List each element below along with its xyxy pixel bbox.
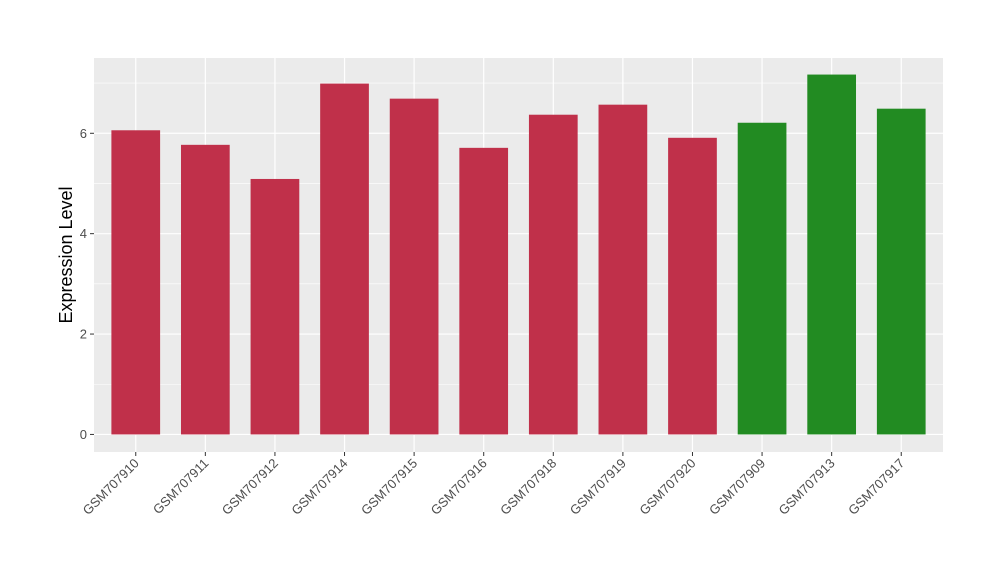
bar-GSM707911: [180, 144, 230, 435]
bar-GSM707918: [528, 114, 578, 435]
x-tick-label: GSM707912: [219, 456, 281, 518]
y-tick-label: 2: [80, 327, 87, 342]
y-tick-label: 6: [80, 126, 87, 141]
x-tick-label: GSM707919: [567, 456, 629, 518]
bar-GSM707910: [111, 130, 161, 435]
bar-GSM707917: [876, 108, 926, 435]
bar-GSM707913: [807, 74, 857, 435]
grid-minor: [94, 82, 943, 385]
x-axis: GSM707910 GSM707911 GSM707912 GSM707914 GSM7…: [80, 452, 907, 518]
bars: [111, 74, 926, 435]
bar-GSM707914: [320, 83, 369, 435]
y-axis: 0 2 4 6: [80, 126, 94, 442]
bar-GSM707909: [737, 122, 787, 435]
plot-panel: [94, 58, 943, 452]
x-tick-label: GSM707917: [845, 456, 907, 518]
y-tick-label: 0: [80, 427, 87, 442]
x-tick-label: GSM707916: [428, 456, 490, 518]
y-tick-label: 4: [80, 226, 87, 241]
bar-GSM707915: [389, 98, 439, 435]
x-tick-label: GSM707911: [150, 456, 212, 518]
x-tick-label: GSM707915: [358, 456, 420, 518]
x-tick-label: GSM707920: [636, 456, 698, 518]
x-tick-label: GSM707914: [288, 456, 350, 518]
x-tick-label: GSM707913: [776, 456, 838, 518]
x-tick-label: GSM707910: [80, 456, 142, 518]
x-tick-label: GSM707918: [497, 456, 559, 518]
bar-GSM707916: [459, 147, 509, 435]
bar-GSM707920: [668, 137, 717, 435]
x-tick-label: GSM707909: [706, 456, 768, 518]
bar-GSM707912: [250, 178, 300, 435]
bar-GSM707919: [598, 104, 648, 435]
y-axis-title: Expression Level: [56, 186, 76, 323]
